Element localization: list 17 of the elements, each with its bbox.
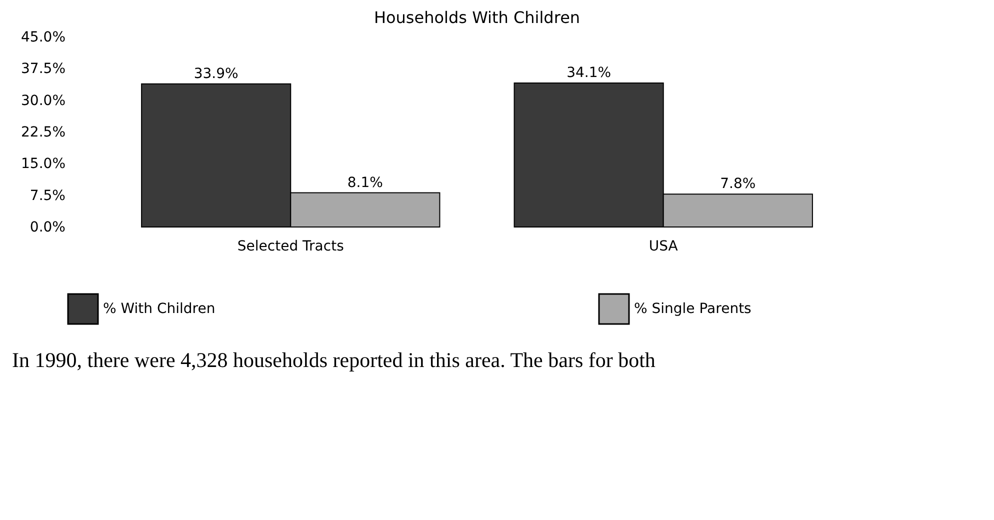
y-tick-label: 37.5% (21, 61, 66, 78)
data-label: 33.9% (194, 66, 238, 82)
y-tick-label: 22.5% (21, 124, 66, 140)
y-tick-label: 30.0% (21, 92, 66, 109)
y-tick-label: 0.0% (30, 220, 66, 236)
y-tick-label: 45.0% (21, 30, 66, 46)
x-tick-label: Selected Tracts (237, 238, 344, 254)
y-tick-label: 15.0% (21, 156, 66, 172)
text: In 1990, there were 4,328 households reported in this area. The bars for both (12, 348, 656, 373)
legend-label: % With Children (103, 301, 216, 317)
data-label: 8.1% (347, 174, 383, 191)
chart-title: Households With Children (374, 8, 580, 27)
data-label: 34.1% (566, 65, 612, 82)
data-label: 7.8% (720, 176, 756, 192)
x-tick-label: USA (648, 238, 678, 254)
legend-label: % Single Parents (634, 301, 752, 317)
y-tick-label: 7.5% (30, 188, 66, 204)
